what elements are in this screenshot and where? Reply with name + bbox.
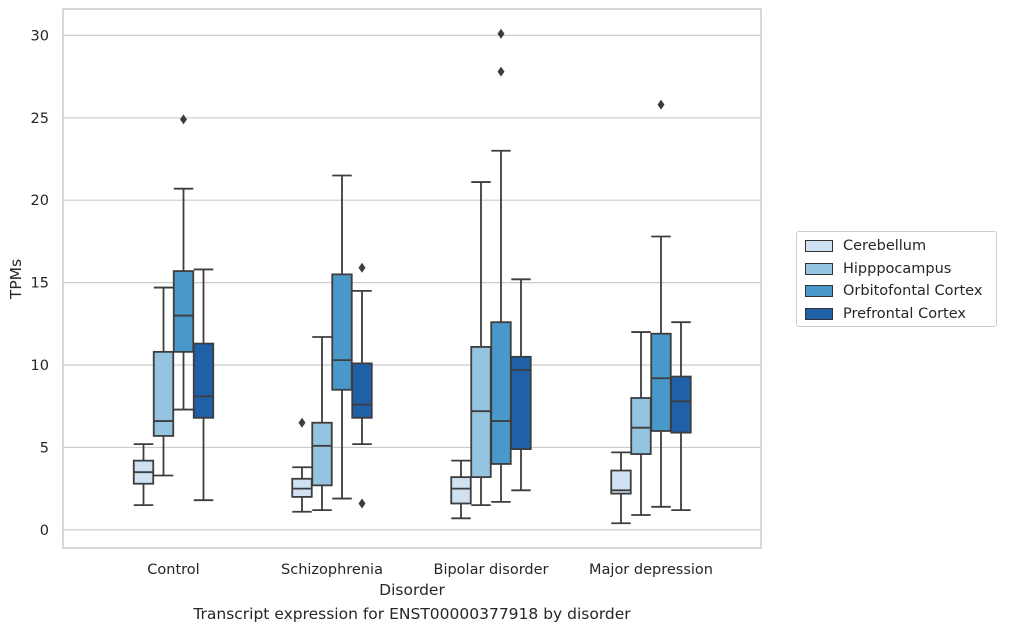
- y-tick-label: 10: [31, 358, 49, 374]
- legend-label: Orbitofontal Cortex: [843, 283, 983, 300]
- x-tick-label: Schizophrenia: [281, 562, 383, 578]
- box-iqr: [192, 342, 215, 419]
- legend-item: Hipppocampus: [797, 258, 996, 281]
- boxes-layer: [132, 28, 692, 525]
- legend-label: Prefrontal Cortex: [843, 305, 966, 322]
- y-axis-label: TPMs: [7, 259, 25, 300]
- box-orbitofontal-cortex: [490, 28, 512, 503]
- outlier-point: [358, 262, 366, 273]
- box-hipppocampus: [152, 286, 175, 477]
- box-iqr: [510, 355, 532, 451]
- box-cerebellum: [132, 443, 155, 507]
- y-tick-labels: 0 5 10 15 20 25 30: [31, 28, 49, 538]
- box-prefrontal-cortex: [670, 321, 692, 511]
- box-iqr: [152, 350, 175, 437]
- outlier-point: [497, 28, 505, 39]
- outlier-point: [298, 417, 306, 428]
- box-iqr: [450, 476, 472, 505]
- box-iqr: [610, 469, 632, 495]
- x-tick-label: Control: [147, 562, 199, 578]
- x-tick-label: Major depression: [589, 562, 713, 578]
- legend-swatch: [805, 285, 833, 298]
- y-tick-label: 15: [31, 276, 49, 292]
- box-prefrontal-cortex: [510, 278, 532, 492]
- box-orbitofontal-cortex: [331, 174, 353, 500]
- box-hipppocampus: [470, 181, 492, 507]
- box-iqr: [351, 362, 373, 419]
- box-hipppocampus: [311, 336, 333, 511]
- box-iqr: [490, 321, 512, 465]
- box-prefrontal-cortex: [192, 268, 215, 502]
- box-iqr: [670, 375, 692, 434]
- x-axis-label: Disorder: [379, 581, 445, 599]
- box-iqr: [331, 273, 353, 391]
- legend-label: Cerebellum: [843, 238, 927, 255]
- y-tick-label: 25: [31, 111, 49, 127]
- y-tick-label: 5: [40, 440, 49, 456]
- legend: Cerebellum Hipppocampus Orbitofontal Corte…: [796, 231, 997, 327]
- box-orbitofontal-cortex: [650, 99, 672, 508]
- box-iqr: [311, 421, 333, 487]
- box-cerebellum: [291, 417, 313, 513]
- y-tick-label: 20: [31, 193, 49, 209]
- box-cerebellum: [450, 459, 472, 520]
- legend-swatch: [805, 262, 833, 275]
- grid-lines: [63, 34, 761, 531]
- legend-swatch: [805, 307, 833, 320]
- plot-area-frame: [62, 8, 762, 549]
- box-iqr: [630, 397, 652, 455]
- legend-label: Hipppocampus: [843, 260, 952, 277]
- legend-item: Cerebellum: [797, 235, 996, 258]
- legend-item: Prefrontal Cortex: [797, 303, 996, 326]
- x-tick-label: Bipolar disorder: [434, 562, 549, 578]
- box-iqr: [172, 270, 195, 353]
- box-hipppocampus: [630, 331, 652, 516]
- outlier-point: [180, 114, 187, 125]
- y-tick-label: 30: [31, 28, 49, 44]
- box-iqr: [650, 332, 672, 432]
- box-orbitofontal-cortex: [172, 114, 195, 411]
- outlier-point: [497, 66, 505, 77]
- outlier-point: [358, 498, 366, 509]
- chart-caption: Transcript expression for ENST0000037791…: [193, 605, 631, 623]
- legend-swatch: [805, 240, 833, 253]
- outlier-point: [657, 99, 665, 110]
- x-tick-labels: Control Schizophrenia Bipolar disorder Majo…: [147, 562, 713, 578]
- box-prefrontal-cortex: [351, 262, 373, 509]
- box-cerebellum: [610, 451, 632, 525]
- legend-item: Orbitofontal Cortex: [797, 280, 996, 303]
- y-tick-label: 0: [40, 523, 49, 539]
